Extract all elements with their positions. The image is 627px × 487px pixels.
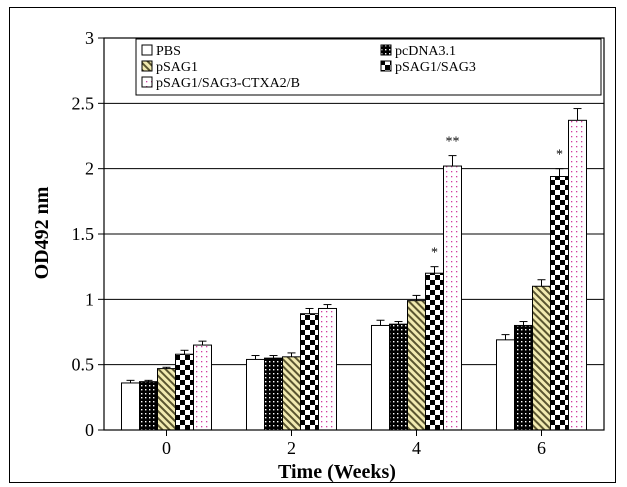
bar [175,353,194,431]
y-tick-label: 2.5 [72,93,95,113]
x-tick-label: 2 [287,438,296,458]
bar [300,313,319,431]
legend-label: pSAG1 [156,60,198,75]
y-tick-label: 1.5 [72,224,95,244]
bar [193,344,212,431]
y-tick-label: 3 [85,28,94,48]
legend [135,38,602,96]
bar [443,165,462,431]
legend-swatch [141,44,153,56]
y-tick-label: 0 [85,420,94,440]
chart-frame [9,7,616,483]
x-tick-label: 0 [162,438,171,458]
y-tick-label: 1 [85,289,94,309]
bar [246,358,265,431]
bar [264,357,283,431]
legend-label: pSAG1/SAG3 [395,60,476,75]
y-tick-label: 0.5 [72,355,95,375]
bar [496,339,515,431]
legend-label: pcDNA3.1 [395,44,456,59]
legend-swatch [141,76,153,88]
significance-mark: * [556,148,563,163]
plot-area [103,37,605,431]
bar [425,272,444,431]
bar [371,324,390,431]
bar [139,381,158,431]
x-axis-label: Time (Weeks) [278,461,396,483]
y-tick-label: 2 [85,159,94,179]
bar [318,307,337,431]
x-tick-label: 6 [537,438,546,458]
y-axis-label: OD492 nm [31,186,53,279]
significance-mark: * [431,246,438,261]
bar [121,382,140,431]
legend-swatch [141,60,153,72]
bar [568,119,587,431]
legend-swatch [380,44,392,56]
bar [550,176,569,431]
bar [282,356,301,431]
bar [407,300,426,431]
bar [389,323,408,431]
bar [514,324,533,431]
significance-mark: ** [446,135,460,150]
legend-label: PBS [156,44,181,59]
x-tick-label: 4 [412,438,421,458]
bar [157,368,176,431]
bar [532,285,551,431]
legend-swatch [380,60,392,72]
legend-label: pSAG1/SAG3-CTXA2/B [156,76,300,91]
